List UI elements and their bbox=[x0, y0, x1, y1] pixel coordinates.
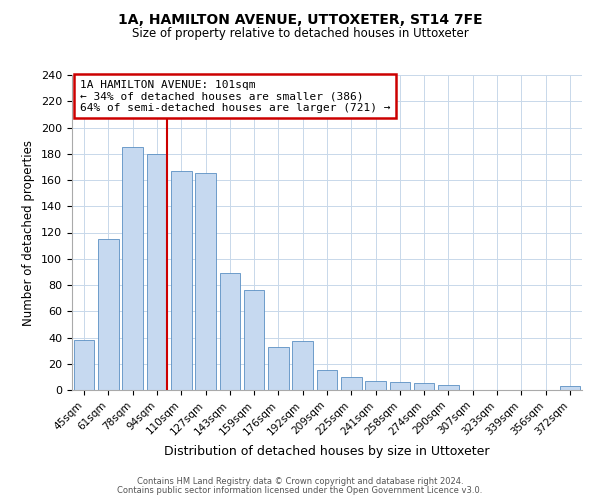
Text: 1A, HAMILTON AVENUE, UTTOXETER, ST14 7FE: 1A, HAMILTON AVENUE, UTTOXETER, ST14 7FE bbox=[118, 12, 482, 26]
Text: 1A HAMILTON AVENUE: 101sqm
← 34% of detached houses are smaller (386)
64% of sem: 1A HAMILTON AVENUE: 101sqm ← 34% of deta… bbox=[80, 80, 390, 113]
Bar bbox=[268, 346, 289, 390]
X-axis label: Distribution of detached houses by size in Uttoxeter: Distribution of detached houses by size … bbox=[164, 445, 490, 458]
Bar bbox=[171, 171, 191, 390]
Text: Contains public sector information licensed under the Open Government Licence v3: Contains public sector information licen… bbox=[118, 486, 482, 495]
Y-axis label: Number of detached properties: Number of detached properties bbox=[22, 140, 35, 326]
Bar bbox=[438, 385, 459, 390]
Text: Contains HM Land Registry data © Crown copyright and database right 2024.: Contains HM Land Registry data © Crown c… bbox=[137, 477, 463, 486]
Bar bbox=[220, 273, 240, 390]
Bar bbox=[74, 340, 94, 390]
Bar bbox=[146, 154, 167, 390]
Bar bbox=[560, 386, 580, 390]
Bar bbox=[317, 370, 337, 390]
Bar bbox=[244, 290, 265, 390]
Bar bbox=[341, 377, 362, 390]
Bar bbox=[98, 239, 119, 390]
Bar bbox=[195, 174, 216, 390]
Text: Size of property relative to detached houses in Uttoxeter: Size of property relative to detached ho… bbox=[131, 28, 469, 40]
Bar bbox=[292, 342, 313, 390]
Bar bbox=[365, 381, 386, 390]
Bar bbox=[122, 147, 143, 390]
Bar bbox=[389, 382, 410, 390]
Bar bbox=[414, 384, 434, 390]
